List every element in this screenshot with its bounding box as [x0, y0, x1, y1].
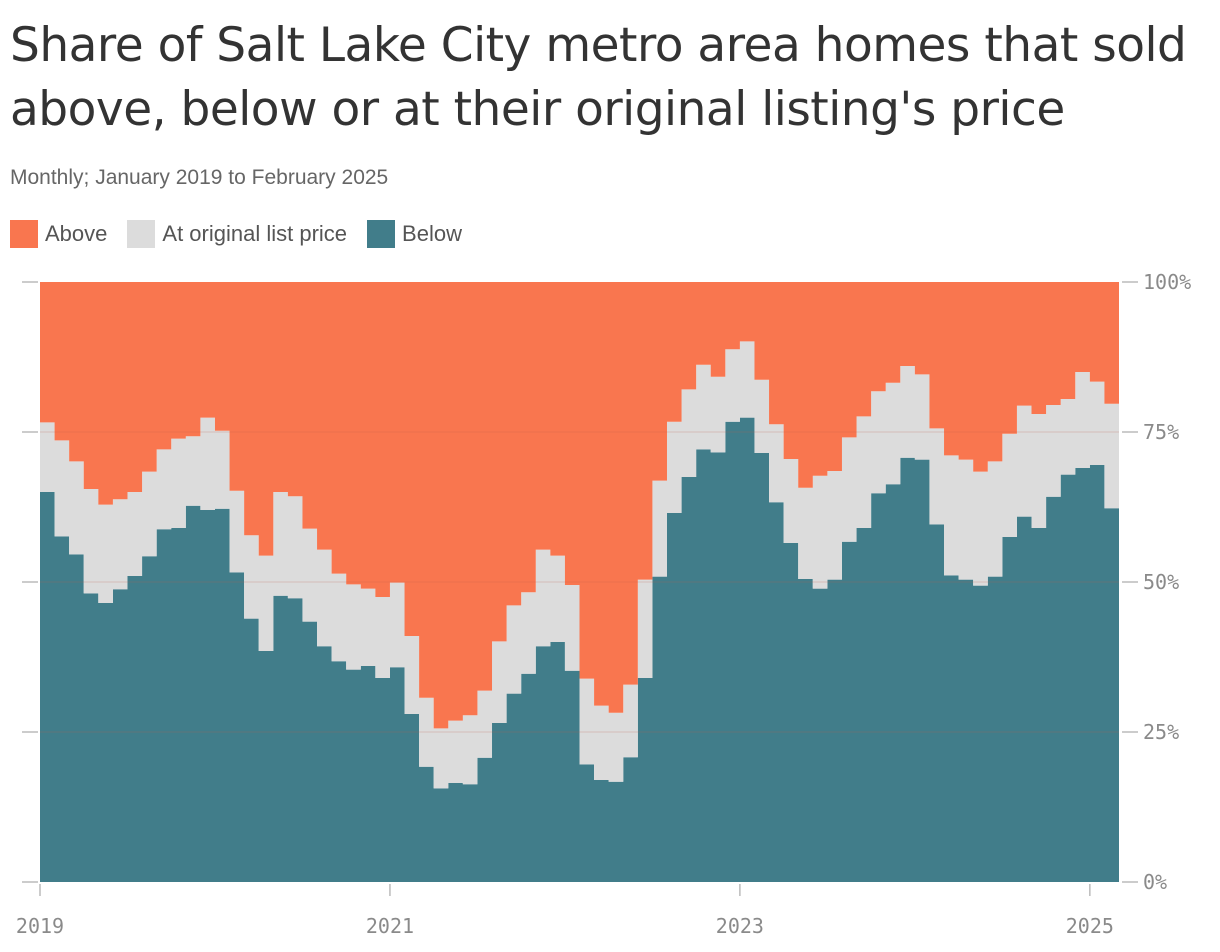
legend-label-below: Below	[402, 221, 462, 246]
legend-swatch-above	[10, 220, 38, 248]
y-tick-label: 75%	[1143, 420, 1179, 444]
area-below	[40, 417, 1119, 882]
chart-subtitle: Monthly; January 2019 to February 2025	[10, 166, 389, 189]
chart-title: Share of Salt Lake City metro area homes…	[10, 18, 1187, 137]
x-tick-label: 2023	[716, 914, 764, 938]
legend-label-at: At original list price	[162, 221, 348, 246]
legend-swatch-at	[127, 220, 156, 248]
area-above	[40, 282, 1119, 729]
area-at	[40, 341, 1119, 789]
x-tick-label: 2019	[16, 914, 64, 938]
legend-label-above: Above	[45, 221, 108, 246]
stacked-area-chart: 0% 25% 50% 75% 100% 2019 2021 2023 2025	[16, 270, 1191, 938]
x-tick-label: 2021	[366, 914, 414, 938]
legend-item-at: At original list price	[127, 220, 347, 248]
gridline-layer	[40, 431, 1119, 733]
x-tick-label: 2025	[1066, 914, 1114, 938]
y-axis: 0% 25% 50% 75% 100%	[22, 270, 1191, 894]
legend: Above At original list price Below	[10, 220, 482, 248]
y-tick-label: 25%	[1143, 720, 1179, 744]
x-axis: 2019 2021 2023 2025	[16, 884, 1114, 938]
legend-swatch-below	[367, 220, 396, 248]
area-layer	[40, 282, 1119, 882]
y-tick-label: 0%	[1143, 870, 1167, 894]
legend-item-below: Below	[367, 220, 462, 248]
legend-item-above: Above	[10, 220, 107, 248]
y-tick-label: 100%	[1143, 270, 1191, 294]
y-tick-label: 50%	[1143, 570, 1179, 594]
